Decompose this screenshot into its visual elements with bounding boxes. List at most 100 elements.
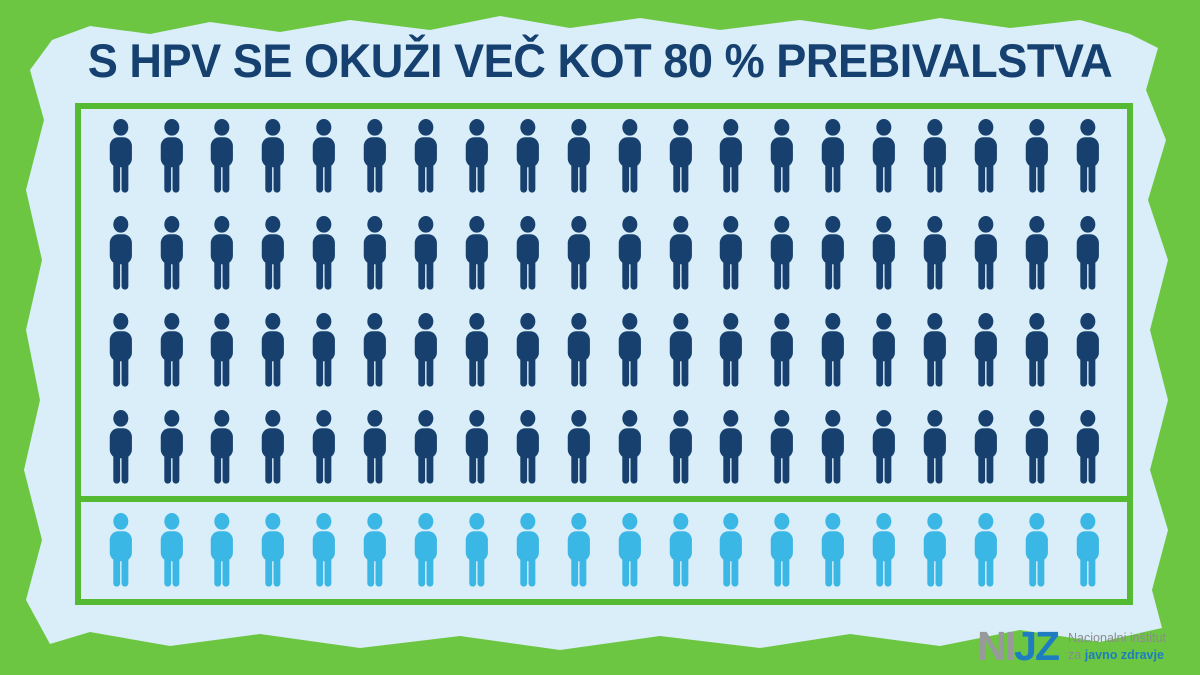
- person-icon: [312, 312, 336, 387]
- person-icon: [414, 119, 437, 193]
- pictogram-row: [81, 206, 1127, 303]
- person-icon: [974, 216, 997, 290]
- person-icon: [771, 216, 794, 290]
- person-icon: [872, 119, 896, 193]
- person-icon: [567, 312, 590, 387]
- logo-line2-prefix: za: [1068, 647, 1082, 662]
- person-icon: [211, 216, 234, 290]
- nijz-logo-acronym: NIJZ: [977, 623, 1060, 669]
- person-icon: [465, 409, 488, 484]
- person-icon: [363, 512, 387, 587]
- person-icon: [669, 312, 692, 387]
- person-icon: [669, 512, 692, 587]
- pictogram-row: [81, 399, 1127, 496]
- pictogram-row: [81, 502, 1127, 599]
- pictogram-row: [81, 109, 1127, 206]
- person-icon: [109, 119, 132, 193]
- person-icon: [262, 409, 285, 484]
- person-icon: [923, 409, 946, 484]
- pictogram-box-infected-dark-blue: [75, 103, 1133, 502]
- person-icon: [720, 216, 743, 290]
- person-icon: [160, 409, 183, 484]
- person-icon: [567, 216, 590, 290]
- person-icon: [821, 216, 845, 290]
- person-icon: [1076, 119, 1099, 193]
- person-icon: [414, 216, 437, 290]
- person-icon: [923, 312, 946, 387]
- person-icon: [1076, 512, 1099, 587]
- person-icon: [109, 409, 132, 484]
- page-title: S HPV SE OKUŽI VEČ KOT 80 % PREBIVALSTVA: [87, 34, 1113, 87]
- person-icon: [872, 409, 896, 484]
- person-icon: [262, 512, 285, 587]
- person-icon: [567, 409, 590, 484]
- person-icon: [109, 512, 132, 587]
- person-icon: [923, 119, 946, 193]
- person-icon: [211, 512, 234, 587]
- person-icon: [211, 409, 234, 484]
- person-icon: [312, 216, 336, 290]
- person-icon: [821, 119, 845, 193]
- person-icon: [923, 216, 946, 290]
- nijz-logo: NIJZ Nacionalni inštitut za javno zdravj…: [977, 626, 1166, 667]
- person-icon: [160, 312, 183, 387]
- person-icon: [465, 312, 488, 387]
- person-icon: [363, 409, 387, 484]
- person-icon: [516, 409, 539, 484]
- person-icon: [872, 512, 896, 587]
- person-icon: [974, 512, 997, 587]
- person-icon: [771, 512, 794, 587]
- person-icon: [771, 119, 794, 193]
- person-icon: [974, 119, 997, 193]
- person-icon: [618, 512, 641, 587]
- person-icon: [516, 512, 539, 587]
- person-icon: [211, 119, 234, 193]
- person-icon: [720, 119, 743, 193]
- logo-line2: za javno zdravje: [1068, 647, 1166, 663]
- person-icon: [414, 312, 437, 387]
- person-icon: [669, 409, 692, 484]
- person-icon: [211, 312, 234, 387]
- person-icon: [720, 409, 743, 484]
- person-icon: [1025, 409, 1048, 484]
- person-icon: [1025, 312, 1048, 387]
- person-icon: [720, 312, 743, 387]
- person-icon: [363, 312, 387, 387]
- person-icon: [821, 312, 845, 387]
- person-icon: [669, 119, 692, 193]
- person-icon: [465, 216, 488, 290]
- person-icon: [872, 216, 896, 290]
- logo-line1: Nacionalni inštitut: [1068, 631, 1166, 646]
- person-icon: [160, 119, 183, 193]
- person-icon: [618, 216, 641, 290]
- person-icon: [821, 512, 845, 587]
- person-icon: [771, 409, 794, 484]
- person-icon: [363, 216, 387, 290]
- person-icon: [262, 312, 285, 387]
- person-icon: [1076, 312, 1099, 387]
- person-icon: [109, 216, 132, 290]
- pictogram-chart: [75, 103, 1133, 605]
- person-icon: [821, 409, 845, 484]
- person-icon: [669, 216, 692, 290]
- person-icon: [771, 312, 794, 387]
- person-icon: [465, 119, 488, 193]
- person-icon: [312, 409, 336, 484]
- person-icon: [363, 119, 387, 193]
- pictogram-row: [81, 303, 1127, 400]
- person-icon: [567, 512, 590, 587]
- person-icon: [414, 512, 437, 587]
- logo-acronym-gray: NI: [977, 623, 1016, 669]
- pictogram-box-remainder-light-blue: [75, 496, 1133, 605]
- person-icon: [567, 119, 590, 193]
- person-icon: [872, 312, 896, 387]
- person-icon: [1025, 512, 1048, 587]
- logo-acronym-blue: JZ: [1014, 623, 1060, 669]
- person-icon: [262, 216, 285, 290]
- person-icon: [312, 512, 336, 587]
- person-icon: [516, 216, 539, 290]
- person-icon: [1025, 119, 1048, 193]
- person-icon: [974, 409, 997, 484]
- person-icon: [160, 216, 183, 290]
- person-icon: [618, 409, 641, 484]
